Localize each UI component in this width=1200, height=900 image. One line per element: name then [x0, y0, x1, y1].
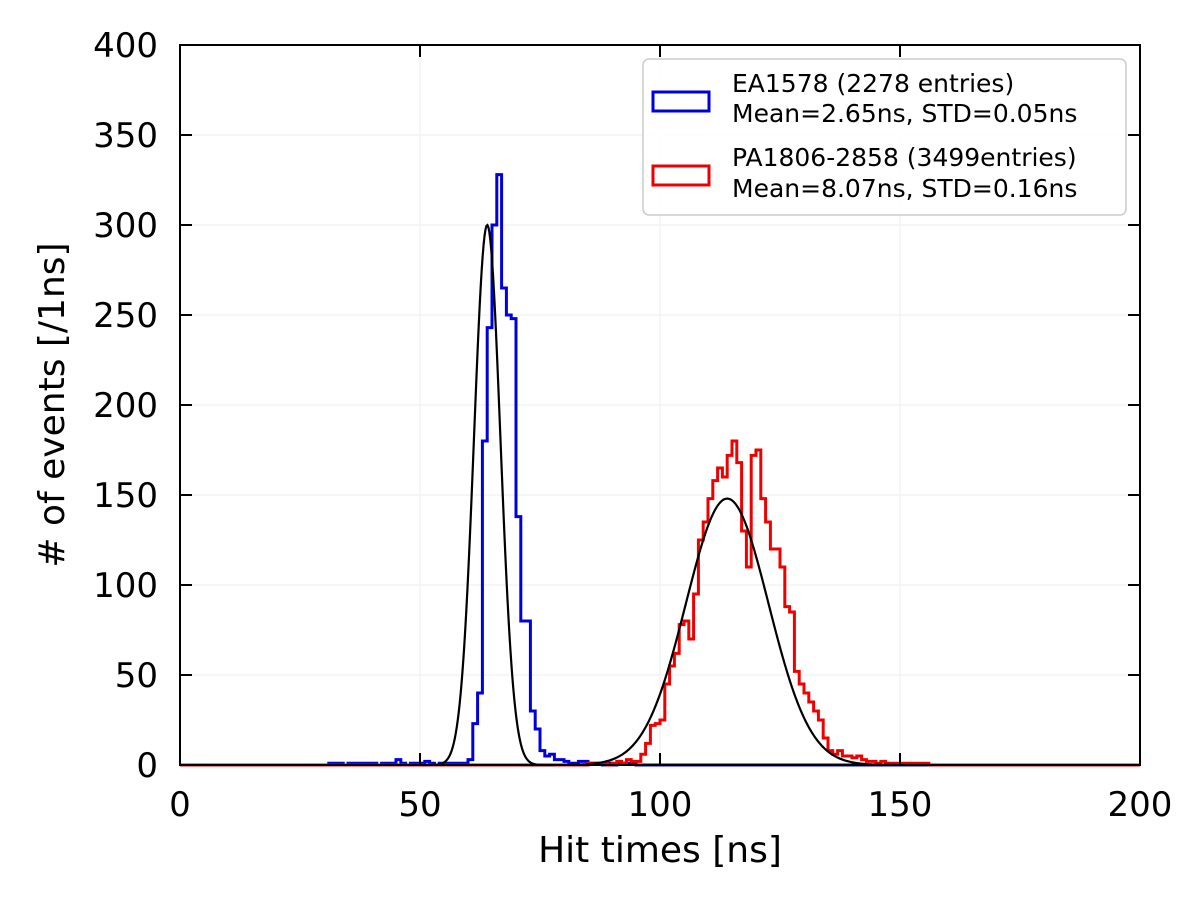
y-tick-label: 350 [93, 116, 158, 156]
legend-label-pa1806: PA1806-2858 (3499entries) [732, 143, 1077, 172]
legend-stats-pa1806: Mean=8.07ns, STD=0.16ns [732, 174, 1077, 203]
legend: EA1578 (2278 entries) Mean=2.65ns, STD=0… [642, 58, 1127, 216]
y-tick-label: 300 [93, 206, 158, 246]
y-tick-label: 150 [93, 476, 158, 516]
x-tick-label: 50 [398, 785, 441, 825]
fit-curves-group [421, 223, 934, 767]
x-tick-label: 0 [169, 785, 191, 825]
legend-swatch-pa1806 [651, 164, 711, 187]
y-tick-label: 50 [115, 656, 158, 696]
y-tick-label: 100 [93, 566, 158, 606]
legend-box [642, 58, 1127, 216]
x-tick-label: 100 [628, 785, 693, 825]
x-axis-title: Hit times [ns] [538, 830, 782, 871]
axis-ticks [179, 44, 1141, 766]
legend-stats-ea1578: Mean=2.65ns, STD=0.05ns [732, 99, 1077, 128]
histogram-series-ea1578 [180, 173, 1140, 767]
fit-curve-gaussian [520, 497, 934, 767]
y-tick-label: 0 [136, 746, 158, 786]
x-tick-label: 200 [1108, 785, 1173, 825]
y-tick-label: 400 [93, 26, 158, 66]
axis-tick-labels: 0 50 100 150 200 0 50 100 150 200 250 300 350 400 [93, 26, 1172, 825]
fit-curve-gaussian [421, 223, 553, 767]
legend-label-ea1578: EA1578 (2278 entries) [732, 69, 1014, 98]
y-axis-title: # of events [/1ns] [32, 242, 73, 567]
legend-swatch-ea1578 [651, 90, 711, 113]
histogram-series-group [180, 173, 1140, 767]
y-tick-label: 250 [93, 296, 158, 336]
x-tick-label: 150 [868, 785, 933, 825]
y-tick-label: 200 [93, 386, 158, 426]
histogram-series-pa1806-2858 [180, 439, 1140, 767]
